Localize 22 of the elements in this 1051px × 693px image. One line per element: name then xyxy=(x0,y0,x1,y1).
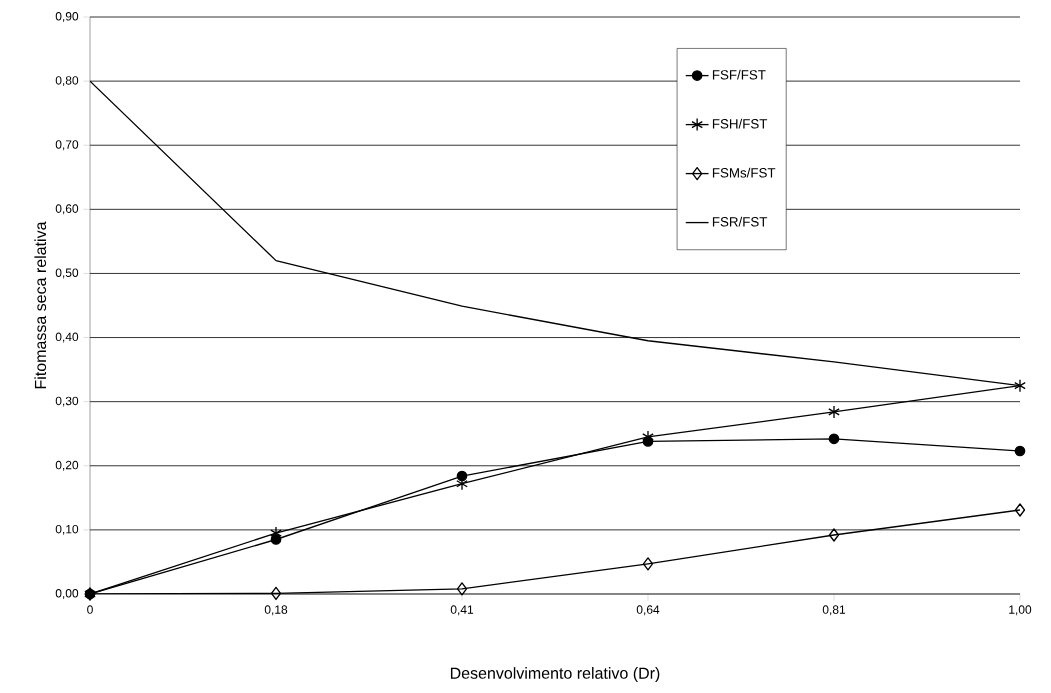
y-tick-label: 0,60 xyxy=(55,204,79,215)
x-tick-label: 0,64 xyxy=(636,605,660,616)
x-tick-label: 0 xyxy=(87,605,93,614)
y-tick-label: 0,10 xyxy=(55,524,79,535)
y-tick-label: 0,90 xyxy=(55,12,79,22)
y-tick-label: 0,30 xyxy=(55,396,79,407)
y-tick-label: 0,40 xyxy=(55,332,79,343)
y-tick-label: 0,50 xyxy=(55,268,79,279)
x-tick-label: 0,41 xyxy=(450,605,474,616)
legend-label: FSH/FST xyxy=(712,118,768,129)
y-tick-label: 0,80 xyxy=(55,76,79,87)
y-tick-label: 0,70 xyxy=(55,140,79,151)
x-tick-label: 0,18 xyxy=(264,605,288,616)
legend-label: FSR/FST xyxy=(712,216,768,227)
y-tick-label: 0,20 xyxy=(55,460,79,471)
x-tick-label: 1,00 xyxy=(1009,605,1032,616)
x-tick-label: 0,81 xyxy=(822,605,846,616)
legend-label: FSF/FST xyxy=(712,69,766,80)
y-tick-label: 0,00 xyxy=(55,589,79,599)
legend-label: FSMs/FST xyxy=(712,167,776,178)
x-axis-title: Desenvolvimento relativo (Dr) xyxy=(450,667,660,682)
y-axis-title: Fitomassa seca relativa xyxy=(34,221,47,389)
